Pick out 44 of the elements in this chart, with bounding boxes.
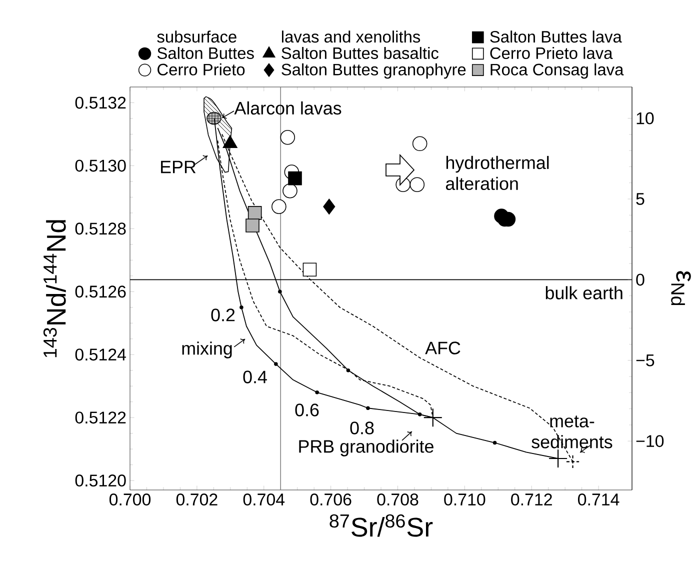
y2-tick-label: −10 xyxy=(636,435,664,448)
x-tick-label: 0.704 xyxy=(243,494,285,506)
y-tick-label: 0.5130 xyxy=(75,160,126,172)
y-tick-label: 0.5132 xyxy=(75,96,126,109)
x-tick-label: 0.700 xyxy=(109,494,151,506)
legend-label: Salton Buttes lava xyxy=(490,30,622,43)
legend-label: Salton Buttes basaltic xyxy=(282,46,438,60)
x-tick-label: 0.708 xyxy=(377,494,418,506)
y2-tick-label: 0 xyxy=(636,274,644,286)
y-tick-label: 0.5122 xyxy=(75,412,126,424)
annotation: hydrothermal alteration xyxy=(446,156,549,190)
annotation: 0.2 xyxy=(211,308,235,322)
annotation: PRB granodiorite xyxy=(299,440,434,456)
annotation: Alarcon lavas xyxy=(234,101,342,115)
y2-tick-label: 5 xyxy=(636,193,644,205)
y2-tick-label: −5 xyxy=(636,354,654,366)
legend-label: Salton Buttes granophyre xyxy=(282,63,466,79)
annotation: 0.6 xyxy=(295,404,319,416)
y-tick-label: 0.5126 xyxy=(75,286,126,298)
y-tick-label: 0.5120 xyxy=(75,474,126,487)
legend-label: Cerro Prieto lava xyxy=(490,46,613,60)
x-tick-label: 0.714 xyxy=(578,494,620,506)
ref-line-label: bulk earth xyxy=(546,286,622,300)
y2-tick-label: 10 xyxy=(636,112,654,124)
legend-label: Roca Consag lava xyxy=(490,63,624,79)
x-axis-title: $^{87}$Sr/$^{86}$Sr xyxy=(330,514,433,537)
x-tick-label: 0.702 xyxy=(176,494,218,506)
y-tick-label: 0.5124 xyxy=(75,348,126,361)
text: subsurface xyxy=(157,30,236,43)
annotation: 0.8 xyxy=(350,422,374,434)
annotation: EPR xyxy=(161,160,196,174)
x-tick-label: 0.712 xyxy=(511,494,552,506)
x-tick-label: 0.710 xyxy=(444,494,486,506)
y-axis-title: $^{143}$Nd/$^{144}$Nd xyxy=(43,220,66,358)
legend-label: Cerro Prieto xyxy=(158,63,245,76)
y-tick-label: 0.5128 xyxy=(75,222,126,235)
x-tick-label: 0.706 xyxy=(310,494,352,506)
annotation: meta-sediments xyxy=(532,416,612,448)
annotation: 0.4 xyxy=(243,370,267,384)
legend-label: Salton Buttes xyxy=(157,46,254,60)
annotation: mixing xyxy=(182,342,232,358)
text: lavas and xenoliths xyxy=(282,30,420,43)
y2-axis-title: ε$_{Nd}$ xyxy=(671,271,691,306)
annotation: AFC xyxy=(425,342,460,354)
